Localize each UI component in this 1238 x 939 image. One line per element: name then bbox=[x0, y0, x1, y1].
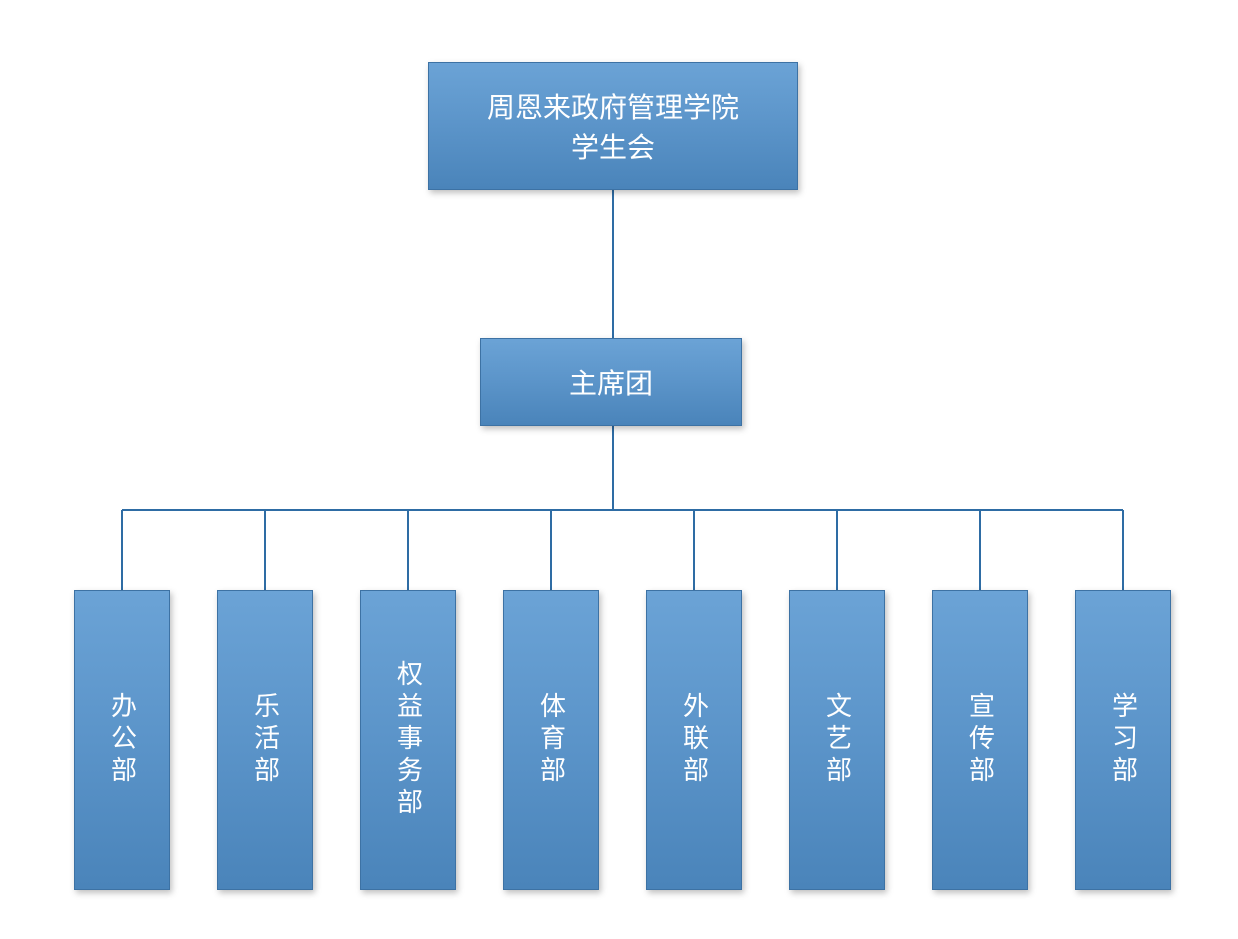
leaf-label: 权益事务部 bbox=[390, 660, 427, 820]
leaf-node: 体育部 bbox=[503, 590, 599, 890]
leaf-label: 学习部 bbox=[1105, 692, 1142, 788]
leaf-node: 乐活部 bbox=[217, 590, 313, 890]
mid-node: 主席团 bbox=[480, 338, 742, 426]
leaf-node: 学习部 bbox=[1075, 590, 1171, 890]
leaf-label: 乐活部 bbox=[247, 692, 284, 788]
leaf-node: 宣传部 bbox=[932, 590, 1028, 890]
leaf-node: 权益事务部 bbox=[360, 590, 456, 890]
leaf-node: 文艺部 bbox=[789, 590, 885, 890]
root-label-line2: 学生会 bbox=[487, 126, 739, 166]
leaf-node: 外联部 bbox=[646, 590, 742, 890]
leaf-label: 办公部 bbox=[104, 692, 141, 788]
root-label-line1: 周恩来政府管理学院 bbox=[487, 86, 739, 126]
leaf-label: 宣传部 bbox=[962, 692, 999, 788]
mid-label: 主席团 bbox=[569, 362, 653, 402]
leaf-label: 外联部 bbox=[676, 692, 713, 788]
leaf-node: 办公部 bbox=[74, 590, 170, 890]
root-node: 周恩来政府管理学院 学生会 bbox=[428, 62, 798, 190]
leaf-label: 体育部 bbox=[533, 692, 570, 788]
leaf-label: 文艺部 bbox=[819, 692, 856, 788]
